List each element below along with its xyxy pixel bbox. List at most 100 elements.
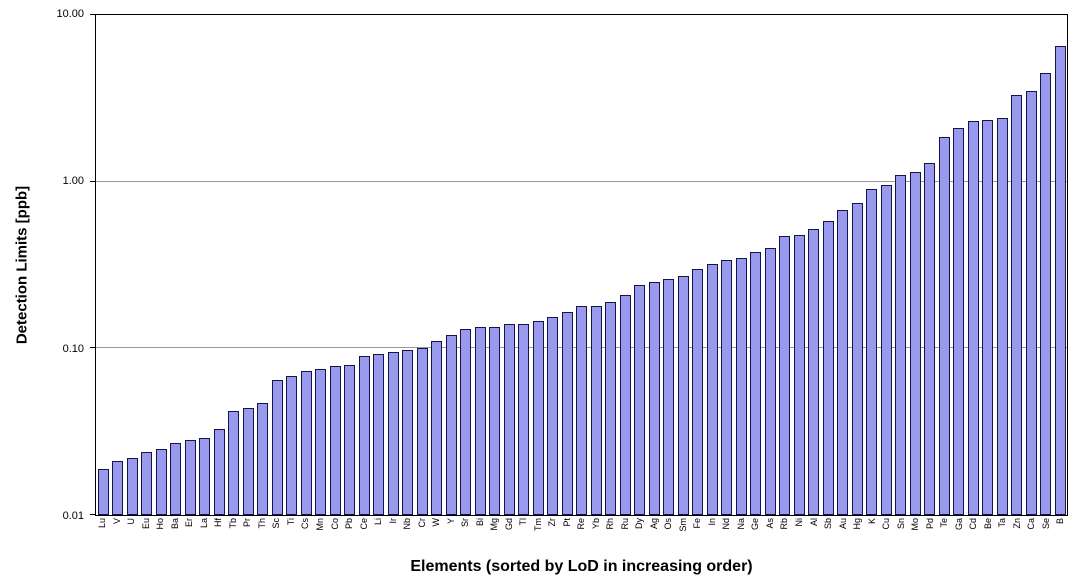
x-axis-labels: Lu V U Eu Ho Ba Er La Hf Tb Pr Th Sc Ti Cs Mn Co Pb Ce Li Ir… (95, 518, 1068, 548)
x-tick-label: Hg (852, 518, 863, 530)
x-tick-label: K (866, 518, 877, 525)
x-tick-label: Cs (300, 518, 311, 529)
bar-V (112, 461, 124, 515)
x-tick-label: Te (939, 518, 950, 528)
bar-K (866, 189, 878, 515)
x-tick-label: Ir (387, 518, 398, 524)
bar-Pd (924, 162, 936, 515)
bar-slot (589, 15, 604, 515)
x-tick-label: Eu (140, 518, 151, 530)
bar-Ga (953, 127, 965, 515)
bar-Rb (779, 236, 791, 515)
bar-slot (502, 15, 517, 515)
y-axis-tickmark (90, 347, 95, 349)
bar-slot (691, 15, 706, 515)
bar-Mo (909, 171, 921, 515)
x-tick-label: Cd (968, 518, 979, 530)
bar-Pr (242, 407, 254, 515)
bar-slot (662, 15, 677, 515)
bar-Zn (1011, 95, 1023, 515)
y-axis-tickmark (90, 14, 95, 15)
bar-B (1054, 46, 1066, 515)
bar-Ba (170, 443, 182, 515)
bar-slot (517, 15, 532, 515)
bar-Se (1040, 72, 1052, 515)
bar-Re (576, 305, 588, 515)
bar-Sm (677, 276, 689, 515)
bar-slot (792, 15, 807, 515)
bar-slot (923, 15, 938, 515)
x-tick-label: Ba (169, 518, 180, 530)
x-tick-label: Hf (213, 518, 224, 527)
bar-slot (1024, 15, 1039, 515)
bar-slot (836, 15, 851, 515)
x-tick-label: Mg (489, 518, 500, 531)
x-tick-label: Sr (460, 518, 471, 527)
bar-U (126, 457, 138, 515)
bar-slot (372, 15, 387, 515)
x-tick-label: Sn (895, 518, 906, 530)
bar-Cs (300, 371, 312, 515)
x-tick-label: Sc (271, 518, 282, 529)
bar-slot (894, 15, 909, 515)
x-tick-label: Y (445, 518, 456, 525)
bar-Mn (315, 369, 327, 515)
x-tick-label: Ag (648, 518, 659, 530)
bar-Eu (141, 451, 153, 515)
x-tick-label: Gd (503, 518, 514, 531)
y-tick-label: 0.10 (62, 342, 84, 355)
bar-Mg (489, 326, 501, 515)
bar-Sb (822, 221, 834, 515)
bar-Ho (155, 448, 167, 515)
bar-slot (488, 15, 503, 515)
bar-Sr (460, 329, 472, 515)
bar-slot (401, 15, 416, 515)
bar-In (706, 264, 718, 515)
bar-slot (96, 15, 111, 515)
x-tick-label: La (198, 518, 209, 529)
x-tick-label: V (111, 518, 122, 525)
x-tick-label: Pb (344, 518, 355, 530)
bar-Bi (474, 326, 486, 515)
bar-Ru (619, 294, 631, 515)
bar-slot (430, 15, 445, 515)
bar-Ce (358, 355, 370, 515)
x-tick-label: Sm (677, 518, 688, 532)
x-tick-label: Cu (881, 518, 892, 530)
bar-slot (995, 15, 1010, 515)
bar-Ge (750, 251, 762, 515)
bar-Al (808, 229, 820, 515)
bar-Er (184, 440, 196, 515)
bar-slot (981, 15, 996, 515)
x-tick-label: Rb (779, 518, 790, 530)
bar-slot (749, 15, 764, 515)
x-tick-label: Fe (692, 518, 703, 529)
bar-W (431, 341, 443, 515)
x-tick-label: Ru (619, 518, 630, 530)
x-tick-label: In (706, 518, 717, 526)
bar-Ta (996, 118, 1008, 515)
y-axis-tickmark (90, 514, 95, 515)
bar-slot (125, 15, 140, 515)
bar-slot (299, 15, 314, 515)
bar-slot (1010, 15, 1025, 515)
bar-slot (908, 15, 923, 515)
bar-slot (386, 15, 401, 515)
bar-slot (241, 15, 256, 515)
bar-slot (328, 15, 343, 515)
bar-Ir (387, 352, 399, 515)
bar-Na (735, 257, 747, 515)
bar-slot (807, 15, 822, 515)
x-tick-label: Sb (823, 518, 834, 530)
bar-Ti (286, 376, 298, 515)
x-tick-label: Th (256, 518, 267, 529)
x-tick-label: W (431, 518, 442, 527)
x-tick-label: U (126, 518, 137, 525)
bar-Os (663, 279, 675, 515)
bar-Nb (402, 349, 414, 515)
x-tick-label: Co (329, 518, 340, 530)
bar-slot (821, 15, 836, 515)
bar-Nd (721, 259, 733, 515)
y-tick-label: 10.00 (56, 8, 84, 20)
bar-slot (734, 15, 749, 515)
